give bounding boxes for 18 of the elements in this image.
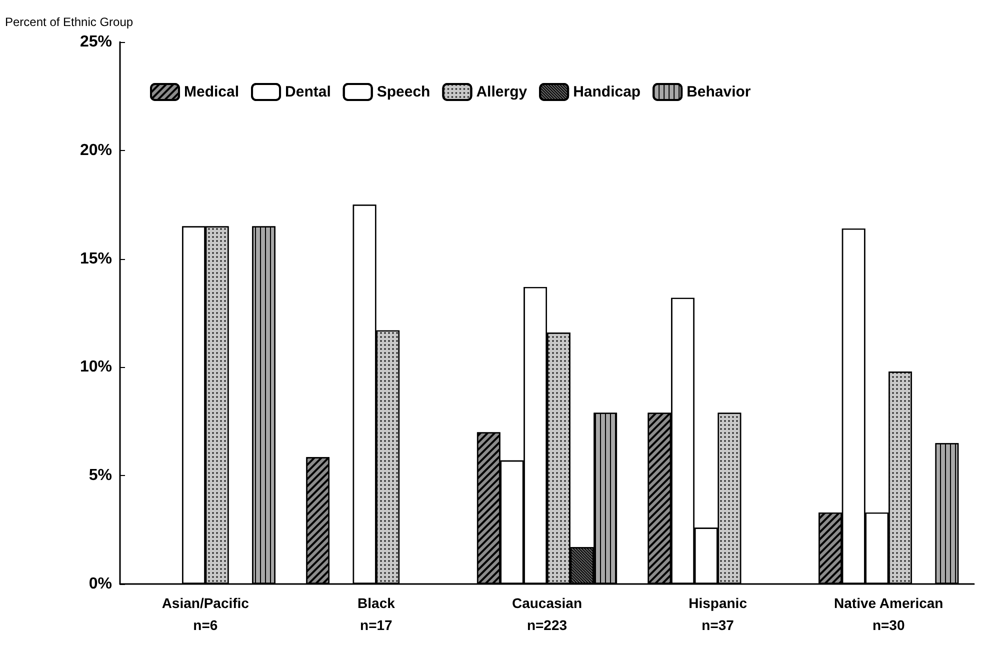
y-tick-label: 10% <box>80 358 112 376</box>
legend-label: Handicap <box>573 84 641 100</box>
legend-label: Medical <box>184 84 240 100</box>
legend-label: Behavior <box>686 84 751 100</box>
y-tick-label: 25% <box>80 34 112 50</box>
x-tick-label: Native American n=30 <box>834 595 944 633</box>
y-axis-title: Percent of Ethnic Group <box>5 15 134 29</box>
y-tick-label: 5% <box>88 467 112 484</box>
legend-label: Allergy <box>476 84 528 100</box>
x-tick-label: Asian/Pacific n=6 <box>162 595 250 633</box>
y-tick-label: 20% <box>80 142 112 159</box>
x-tick-label: Caucasian n=223 <box>512 595 582 633</box>
y-tick-label: 15% <box>80 250 112 268</box>
legend-label: Dental <box>285 84 331 100</box>
legend-label: Speech <box>376 84 430 100</box>
y-tick-label: 0% <box>88 576 112 592</box>
x-tick-label: Black n=17 <box>358 595 396 633</box>
x-tick-label: Hispanic n=37 <box>688 595 748 633</box>
